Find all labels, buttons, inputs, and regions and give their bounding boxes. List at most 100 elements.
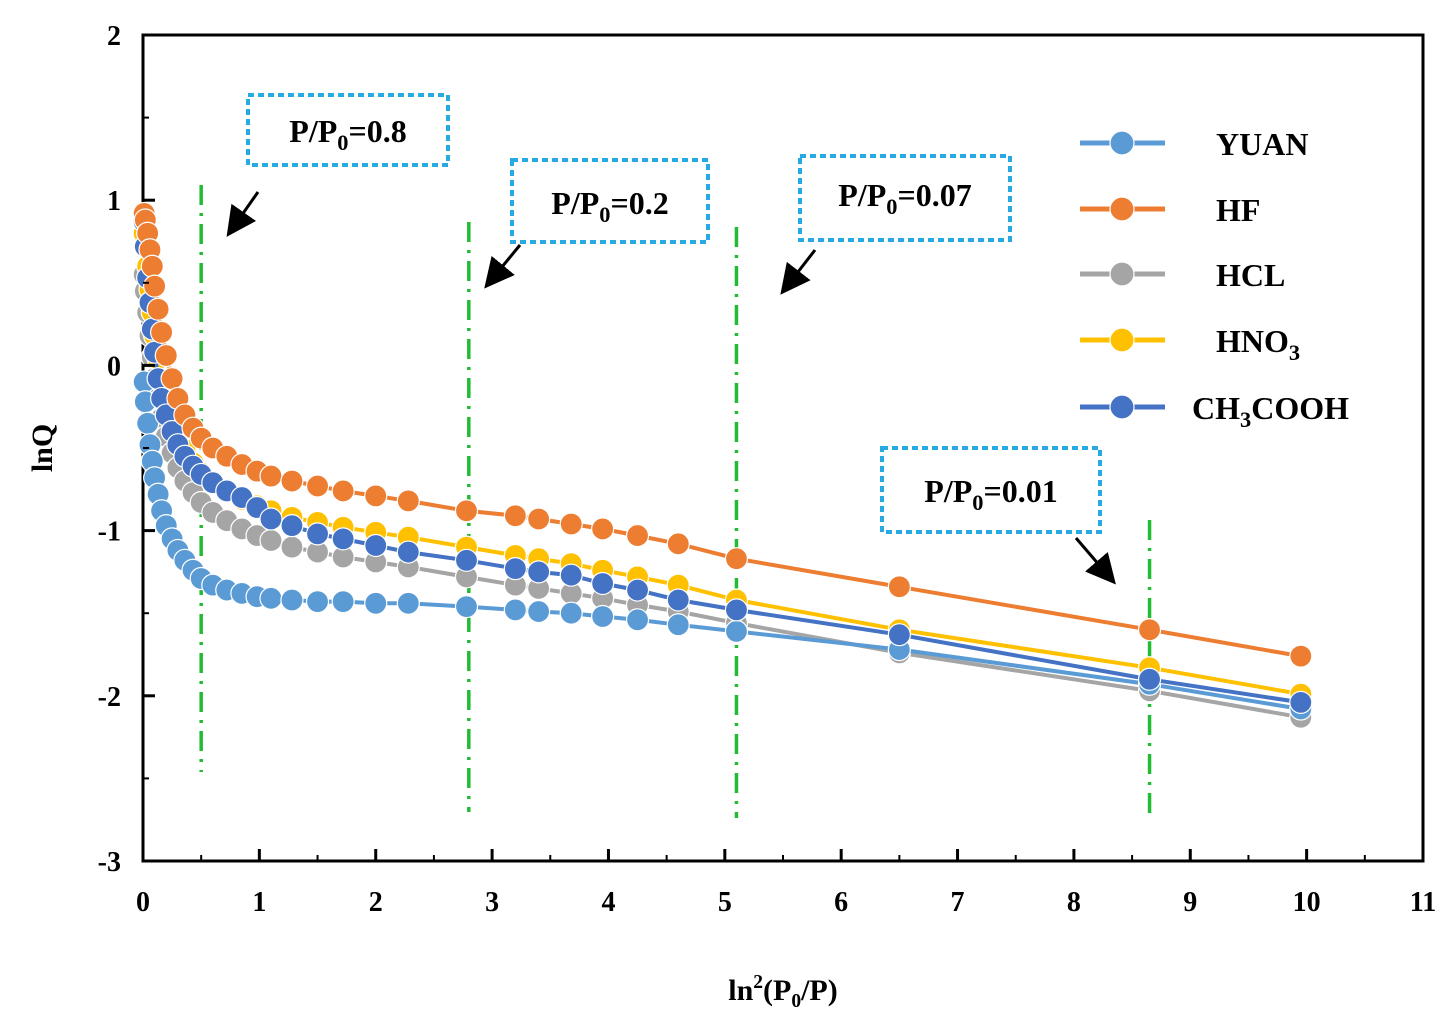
data-point [259,528,283,553]
data-point [887,575,911,599]
x-tick-label: 7 [951,887,965,918]
annotation-arrow [226,191,260,237]
data-point [364,591,388,615]
legend-item: YUAN [1080,126,1308,162]
data-point [527,560,551,584]
data-point [724,598,749,622]
data-point [1137,618,1162,642]
x-tick-label: 9 [1183,887,1197,918]
data-point [454,499,479,523]
data-point [666,588,690,612]
annotation-box [798,154,1012,242]
x-tick-label: 11 [1410,887,1436,918]
annotation-label: P/P0=0.2 [551,185,668,227]
legend-label: CH3COOH [1192,390,1349,432]
annotation-p02: P/P0=0.2 [484,158,710,289]
data-point [666,613,690,637]
y-tick-label: -3 [98,847,121,878]
legend-label: YUAN [1216,126,1308,162]
data-point [140,254,164,278]
data-point [154,343,178,368]
data-point [280,469,304,493]
legend-marker [1109,394,1135,420]
annotation-box [246,93,450,167]
x-tick-label: 4 [601,887,615,918]
annotation-arrow [484,244,522,289]
annotation-label: P/P0=0.01 [924,473,1057,515]
series-0 [132,370,1313,721]
y-axis-label: lnQ [26,424,59,472]
data-point [364,484,388,508]
legend-marker [1109,261,1135,287]
legend-item: HNO3 [1080,323,1300,365]
data-point [625,608,650,632]
data-point [280,588,304,612]
annotation-arrow [780,249,817,295]
x-tick-label: 1 [252,887,266,918]
data-point [1289,644,1313,668]
data-point [503,556,527,581]
data-point [160,367,184,391]
x-axis-label: ln2(P0/P) [728,972,838,1012]
series-1 [132,201,1313,668]
annotation-arrow [1074,537,1116,585]
x-tick-label: 5 [718,887,732,918]
y-tick-label: -2 [98,682,121,713]
data-point [724,619,749,643]
data-point [305,474,330,498]
y-tick-label: -1 [98,517,121,548]
data-point [331,527,355,551]
data-point [559,563,583,587]
data-point [143,274,167,298]
data-point [150,320,174,344]
data-point [527,507,551,531]
data-point [591,571,615,596]
data-point [331,479,355,503]
y-tick-label: 2 [107,21,121,52]
x-tick-label: 3 [485,887,499,918]
y-tick-label: 0 [107,351,121,382]
annotation-box [880,446,1102,534]
data-point [396,540,420,564]
series-2 [132,262,1313,729]
data-point [396,489,420,513]
y-tick-label: 1 [107,186,121,217]
data-point [280,514,304,538]
legend-item: CH3COOH [1080,390,1349,432]
annotation-p007: P/P0=0.07 [780,154,1012,295]
data-point [591,604,615,629]
legend-marker [1109,130,1135,156]
data-point [625,578,650,602]
data-point [259,464,283,488]
data-point [280,535,304,559]
legend-item: HF [1080,192,1260,228]
data-point [1289,690,1313,715]
annotation-p001: P/P0=0.01 [880,446,1116,585]
data-point [259,586,283,610]
data-point [305,522,330,546]
x-tick-label: 6 [834,887,848,918]
legend-item: HCL [1080,257,1285,293]
data-point [146,297,170,321]
annotation-p08: P/P0=0.8 [226,93,450,237]
legend-marker [1109,196,1135,222]
series-4 [132,210,1313,715]
legend-marker [1109,327,1135,353]
x-tick-label: 2 [369,887,383,918]
data-point [625,523,650,548]
legend-label: HCL [1216,257,1285,293]
annotation-box [510,158,710,244]
data-point [559,601,583,625]
x-tick-label: 0 [136,887,150,918]
data-point [527,599,551,624]
data-point [887,623,911,647]
legend-label: HNO3 [1216,323,1300,365]
annotation-label: P/P0=0.8 [289,113,406,155]
x-tick-label: 10 [1293,887,1321,918]
data-point [503,504,527,528]
series-3 [132,221,1313,706]
data-point [396,591,420,615]
data-point [559,512,583,536]
data-point [305,590,330,614]
